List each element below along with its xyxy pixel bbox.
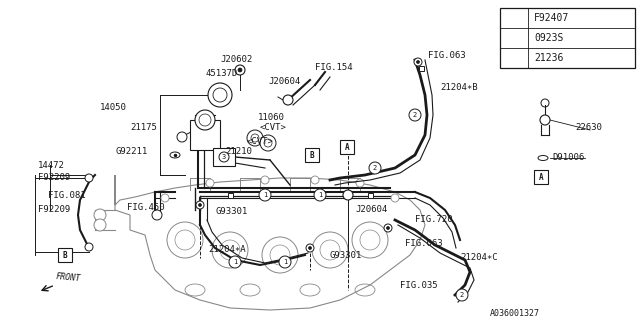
Circle shape bbox=[356, 179, 364, 187]
Circle shape bbox=[306, 244, 314, 252]
Circle shape bbox=[387, 227, 390, 229]
Text: 1: 1 bbox=[512, 15, 516, 21]
Circle shape bbox=[85, 243, 93, 251]
Text: 21204∗A: 21204∗A bbox=[208, 245, 246, 254]
Circle shape bbox=[409, 109, 421, 121]
Circle shape bbox=[308, 246, 312, 250]
Circle shape bbox=[177, 132, 187, 142]
Text: 2: 2 bbox=[373, 165, 377, 171]
Bar bbox=[305, 148, 319, 162]
Bar bbox=[419, 66, 424, 70]
Circle shape bbox=[206, 179, 214, 187]
Text: D91006: D91006 bbox=[552, 154, 584, 163]
Bar bbox=[190, 120, 220, 150]
Circle shape bbox=[369, 162, 381, 174]
Circle shape bbox=[260, 135, 276, 151]
Circle shape bbox=[152, 210, 162, 220]
Bar bbox=[367, 193, 372, 197]
Text: 11060: 11060 bbox=[258, 114, 285, 123]
Text: F92407: F92407 bbox=[534, 13, 569, 23]
Text: A: A bbox=[539, 172, 543, 181]
Circle shape bbox=[94, 219, 106, 231]
Text: 1: 1 bbox=[263, 192, 267, 198]
Circle shape bbox=[279, 256, 291, 268]
Ellipse shape bbox=[538, 156, 548, 161]
Text: J20602: J20602 bbox=[220, 55, 252, 65]
Circle shape bbox=[219, 152, 229, 162]
Circle shape bbox=[540, 115, 550, 125]
Text: 22630: 22630 bbox=[575, 123, 602, 132]
Text: 21236: 21236 bbox=[534, 53, 563, 63]
Text: 3: 3 bbox=[512, 55, 516, 61]
Circle shape bbox=[384, 224, 392, 232]
Circle shape bbox=[507, 51, 521, 65]
Text: 0923S: 0923S bbox=[534, 33, 563, 43]
Circle shape bbox=[283, 95, 293, 105]
Text: F92209: F92209 bbox=[38, 173, 70, 182]
Circle shape bbox=[208, 83, 232, 107]
Circle shape bbox=[417, 60, 419, 63]
Text: FIG.154: FIG.154 bbox=[315, 62, 353, 71]
Text: FIG.063: FIG.063 bbox=[428, 51, 466, 60]
Circle shape bbox=[229, 256, 241, 268]
Text: F92209: F92209 bbox=[38, 205, 70, 214]
Circle shape bbox=[235, 65, 245, 75]
Circle shape bbox=[507, 31, 521, 45]
Circle shape bbox=[247, 130, 263, 146]
Text: G93301: G93301 bbox=[330, 251, 362, 260]
Circle shape bbox=[196, 201, 204, 209]
Text: 21204∗B: 21204∗B bbox=[440, 84, 477, 92]
Text: FIG.035: FIG.035 bbox=[400, 281, 438, 290]
Text: 45137D: 45137D bbox=[205, 69, 237, 78]
Circle shape bbox=[314, 189, 326, 201]
Circle shape bbox=[85, 174, 93, 182]
Bar bbox=[213, 148, 235, 166]
Text: FIG.081: FIG.081 bbox=[48, 190, 86, 199]
Circle shape bbox=[507, 11, 521, 25]
Bar bbox=[227, 193, 232, 197]
Circle shape bbox=[456, 289, 468, 301]
Bar bbox=[534, 170, 548, 184]
Circle shape bbox=[261, 176, 269, 184]
Text: A: A bbox=[345, 142, 349, 151]
Text: FIG.720: FIG.720 bbox=[415, 215, 452, 225]
Text: G92211: G92211 bbox=[115, 148, 147, 156]
Text: 2: 2 bbox=[460, 292, 464, 298]
Text: FIG.063: FIG.063 bbox=[405, 238, 443, 247]
Text: 1: 1 bbox=[318, 192, 322, 198]
Text: B: B bbox=[63, 251, 67, 260]
Text: J20604: J20604 bbox=[355, 205, 387, 214]
Circle shape bbox=[414, 58, 422, 66]
Bar bbox=[58, 248, 72, 262]
Text: FRONT: FRONT bbox=[55, 272, 81, 283]
Circle shape bbox=[161, 194, 169, 202]
Text: A036001327: A036001327 bbox=[490, 308, 540, 317]
Circle shape bbox=[198, 204, 202, 206]
Text: B: B bbox=[310, 150, 314, 159]
Circle shape bbox=[94, 209, 106, 221]
Text: 3: 3 bbox=[222, 154, 226, 160]
Circle shape bbox=[238, 68, 242, 72]
Text: 21204∗C: 21204∗C bbox=[460, 253, 498, 262]
Text: <CVT>: <CVT> bbox=[260, 124, 287, 132]
Text: 21210: 21210 bbox=[225, 148, 252, 156]
Circle shape bbox=[259, 189, 271, 201]
Text: 2: 2 bbox=[512, 35, 516, 41]
Text: 1: 1 bbox=[233, 259, 237, 265]
Text: 14050: 14050 bbox=[100, 103, 127, 113]
Text: 1: 1 bbox=[283, 259, 287, 265]
Circle shape bbox=[343, 190, 353, 200]
Bar bbox=[340, 140, 354, 154]
Text: 2: 2 bbox=[413, 112, 417, 118]
Text: G93301: G93301 bbox=[215, 207, 247, 217]
Circle shape bbox=[391, 194, 399, 202]
Circle shape bbox=[311, 176, 319, 184]
Text: 14472: 14472 bbox=[38, 161, 65, 170]
Text: 21175: 21175 bbox=[130, 124, 157, 132]
Text: FIG.450: FIG.450 bbox=[127, 204, 164, 212]
Bar bbox=[500, 8, 635, 68]
Text: J20604: J20604 bbox=[268, 77, 300, 86]
Circle shape bbox=[195, 110, 215, 130]
Text: <CVT>: <CVT> bbox=[247, 138, 274, 147]
